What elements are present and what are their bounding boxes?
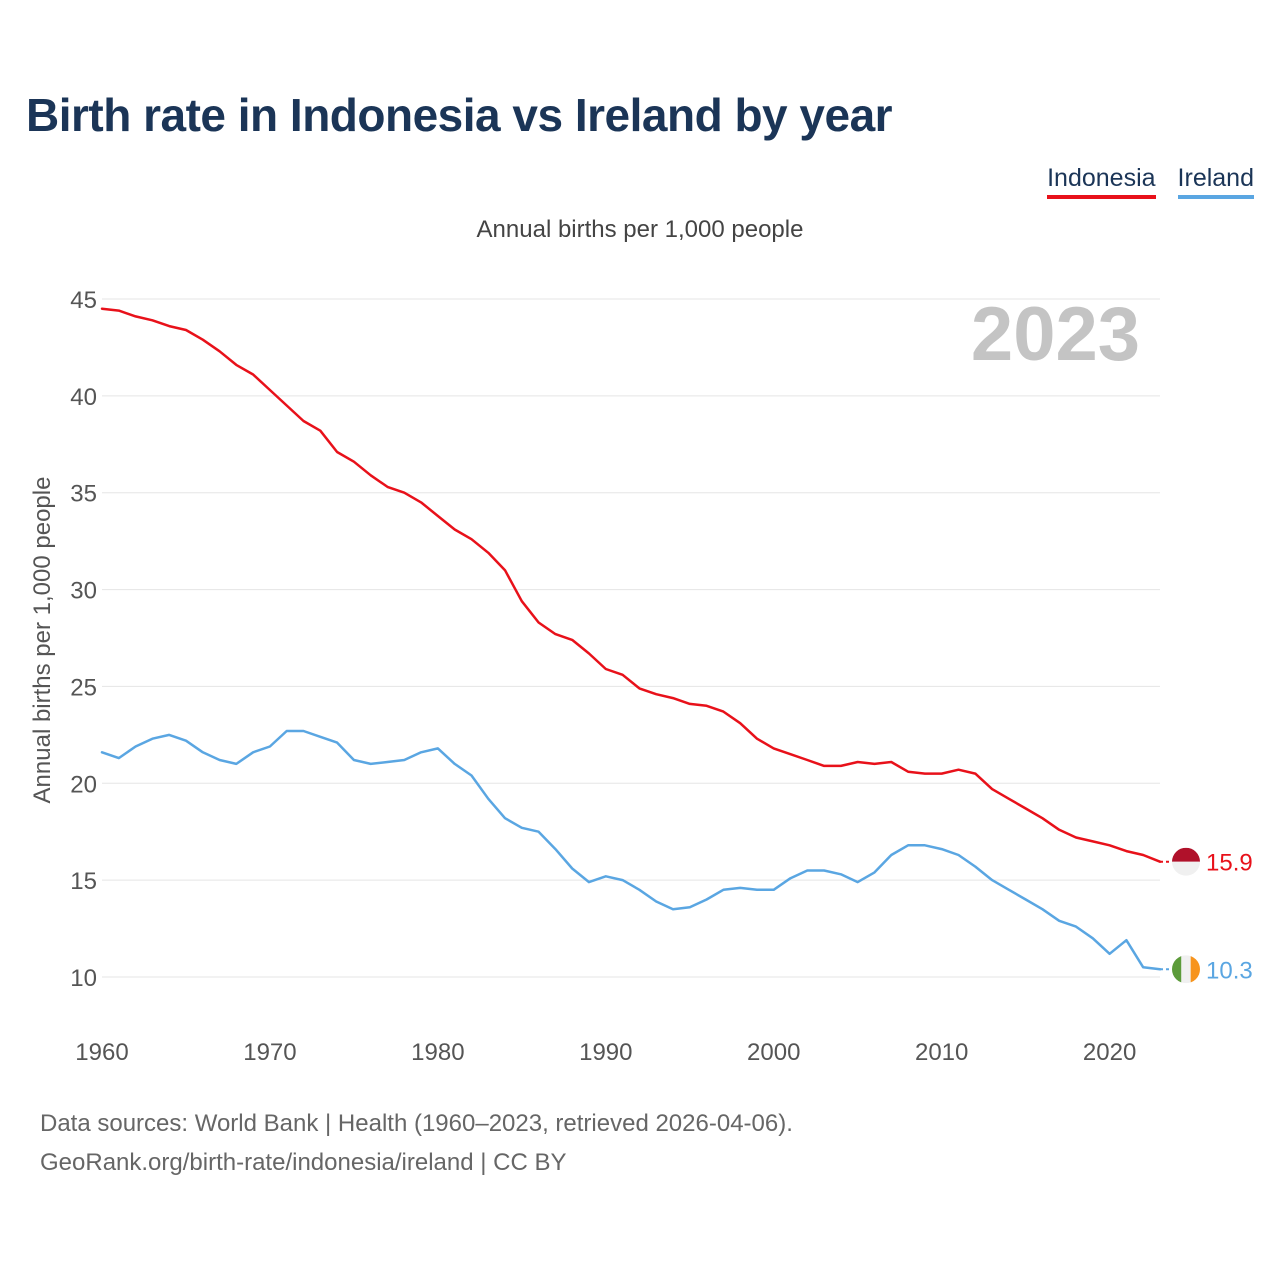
chart-subtitle: Annual births per 1,000 people	[476, 216, 804, 243]
series-line-indonesia[interactable]	[100, 307, 1162, 863]
series-line-ireland[interactable]	[100, 729, 1162, 971]
y-tick-label: 10	[70, 965, 97, 992]
x-tick-label: 1970	[243, 1039, 296, 1066]
x-tick-label: 1960	[75, 1039, 128, 1066]
year-watermark: 2023	[971, 292, 1140, 377]
y-tick-label: 30	[70, 578, 97, 605]
y-axis-label: Annual births per 1,000 people	[29, 477, 56, 804]
data-sources-note: Data sources: World Bank | Health (1960–…	[40, 1110, 793, 1137]
y-tick-label: 35	[70, 481, 97, 508]
y-tick-label: 45	[70, 287, 97, 314]
x-tick-label: 2020	[1083, 1039, 1136, 1066]
series-lines	[100, 307, 1162, 971]
chart-title: Birth rate in Indonesia vs Ireland by ye…	[26, 89, 893, 141]
x-tick-label: 1990	[579, 1039, 632, 1066]
y-tick-label: 40	[70, 384, 97, 411]
y-axis-ticks: 10 15 20 25 30 35 40 45	[70, 287, 97, 992]
ireland-flag-icon	[1172, 955, 1200, 984]
y-tick-label: 25	[70, 674, 97, 701]
legend-item-indonesia[interactable]: Indonesia	[1047, 164, 1156, 199]
x-axis-ticks: 1960 1970 1980 1990 2000 2010 2020	[75, 1039, 1136, 1066]
legend: Indonesia Ireland	[1047, 164, 1254, 199]
y-tick-label: 15	[70, 868, 97, 895]
end-value-label-indonesia: 15.9	[1206, 850, 1253, 877]
footer: Data sources: World Bank | Health (1960–…	[40, 1104, 793, 1182]
x-tick-label: 2010	[915, 1039, 968, 1066]
gridlines	[102, 298, 1160, 978]
x-tick-label: 2000	[747, 1039, 800, 1066]
y-tick-label: 20	[70, 771, 97, 798]
end-markers: 15.9 10.3	[1160, 847, 1253, 984]
x-tick-label: 1980	[411, 1039, 464, 1066]
indonesia-flag-icon	[1172, 847, 1200, 876]
end-value-label-ireland: 10.3	[1206, 957, 1253, 984]
legend-item-ireland[interactable]: Ireland	[1177, 164, 1254, 199]
attribution-link[interactable]: GeoRank.org/birth-rate/indonesia/ireland…	[40, 1149, 567, 1176]
